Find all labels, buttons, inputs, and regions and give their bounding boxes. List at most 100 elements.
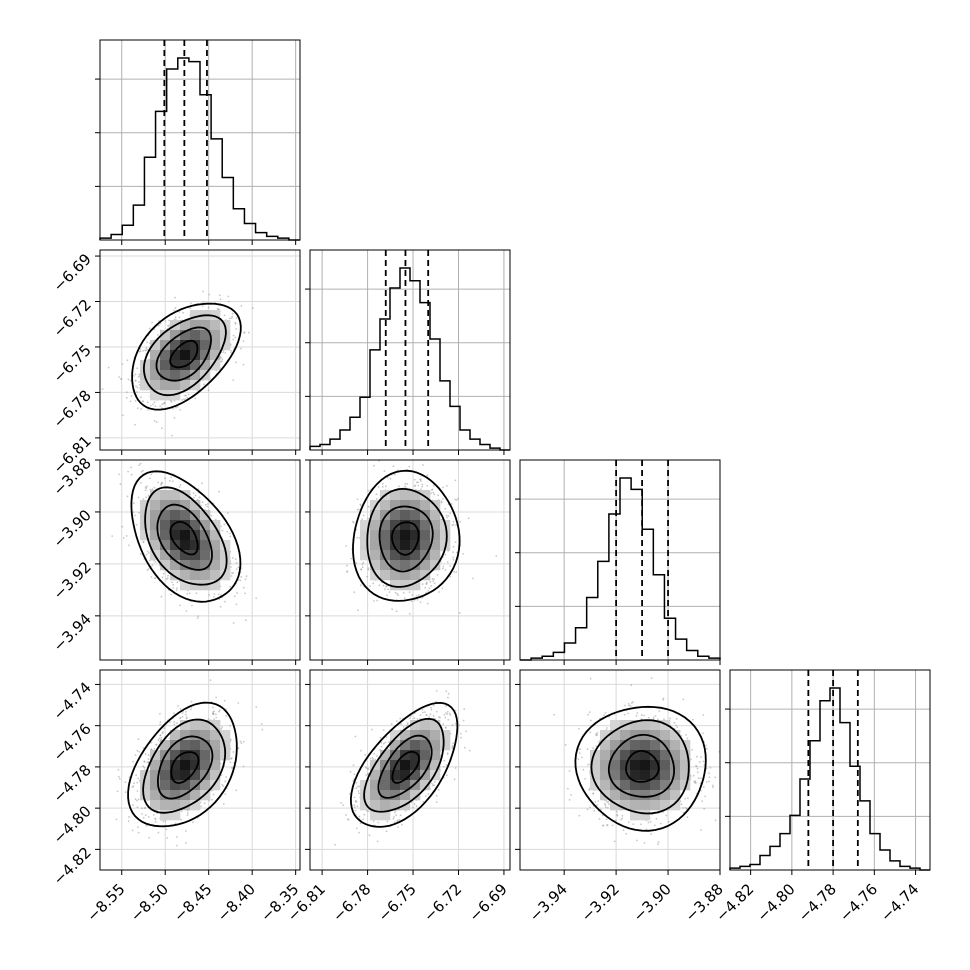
scatter-point xyxy=(240,576,243,578)
scatter-point xyxy=(438,591,440,593)
scatter-point xyxy=(223,699,226,702)
scatter-point xyxy=(230,350,233,352)
histogram-step xyxy=(729,687,930,871)
density-cell xyxy=(400,510,411,521)
scatter-point xyxy=(444,507,447,510)
scatter-point xyxy=(160,483,163,486)
density-cell xyxy=(160,500,171,511)
scatter-point xyxy=(164,477,166,480)
density-cell xyxy=(410,550,421,561)
scatter-point xyxy=(386,476,389,479)
scatter-point xyxy=(136,367,139,370)
scatter-point xyxy=(101,388,104,390)
scatter-point xyxy=(240,347,242,350)
scatter-point xyxy=(140,396,142,399)
scatter-point xyxy=(362,561,365,564)
scatter-point xyxy=(125,535,128,537)
scatter-point xyxy=(367,567,370,570)
scatter-point xyxy=(450,503,453,505)
scatter-point xyxy=(203,383,205,386)
density-cell xyxy=(410,490,421,501)
scatter-point xyxy=(235,328,238,330)
scatter-point xyxy=(107,366,110,369)
scatter-point xyxy=(167,574,169,577)
scatter-point xyxy=(388,591,391,593)
scatter-point xyxy=(375,493,378,496)
scatter-point xyxy=(121,414,124,417)
scatter-point xyxy=(445,514,448,517)
scatter-point xyxy=(218,490,220,493)
scatter-point xyxy=(171,434,173,437)
scatter-point xyxy=(221,529,224,532)
scatter-point xyxy=(425,581,428,584)
scatter-point xyxy=(235,603,238,606)
density-cell xyxy=(370,510,381,521)
scatter-point xyxy=(149,404,152,407)
density-cell xyxy=(420,540,431,551)
scatter-point xyxy=(408,591,411,594)
scatter-point xyxy=(416,481,418,484)
scatter-point xyxy=(161,427,163,430)
scatter-point xyxy=(129,379,132,382)
scatter-point xyxy=(136,407,139,410)
density-cell xyxy=(430,560,441,571)
density-cell xyxy=(370,520,381,531)
density-cell xyxy=(140,500,151,511)
density-cell xyxy=(400,520,411,531)
scatter-point xyxy=(204,503,207,506)
density-cell xyxy=(390,510,401,521)
scatter-point xyxy=(352,520,354,523)
scatter-point xyxy=(446,516,448,519)
density-cell xyxy=(140,530,151,541)
density-cell xyxy=(190,500,201,511)
scatter-point xyxy=(176,581,179,584)
scatter-point xyxy=(153,420,156,422)
density-cell xyxy=(150,510,161,521)
scatter-point xyxy=(144,753,147,756)
density-cell xyxy=(210,330,221,341)
scatter-point xyxy=(383,470,386,473)
scatter-point xyxy=(232,622,235,624)
scatter-point xyxy=(426,474,429,477)
scatter-point xyxy=(454,479,457,482)
scatter-point xyxy=(118,473,120,476)
scatter-point xyxy=(446,561,449,563)
scatter-point xyxy=(224,600,227,603)
scatter-point xyxy=(143,766,146,769)
histogram-panel-0 xyxy=(95,39,301,241)
density-cell xyxy=(150,500,161,511)
scatter-point xyxy=(148,836,151,839)
density-cell xyxy=(410,540,421,551)
scatter-point xyxy=(419,601,422,603)
density-cell xyxy=(180,340,191,351)
density-cell xyxy=(400,570,411,581)
scatter-point xyxy=(157,324,160,327)
scatter-point xyxy=(196,617,199,619)
scatter-point xyxy=(230,351,232,354)
scatter-point xyxy=(140,482,142,484)
density-cell xyxy=(380,550,391,561)
density-cell xyxy=(420,560,431,571)
density-cell xyxy=(220,560,231,571)
scatter-point xyxy=(135,385,137,387)
density-cell xyxy=(180,550,191,561)
scatter-point xyxy=(419,478,422,481)
scatter-point xyxy=(136,806,139,808)
contour-line xyxy=(130,470,242,603)
scatter-point xyxy=(179,708,182,710)
scatter-point xyxy=(222,351,225,353)
scatter-panel-2-1 xyxy=(309,459,511,661)
density-cell xyxy=(400,500,411,511)
scatter-point xyxy=(220,525,222,528)
density-cell xyxy=(400,560,411,571)
density-cell xyxy=(160,560,171,571)
scatter-point xyxy=(142,349,145,352)
density-cell xyxy=(210,530,221,541)
density-cell xyxy=(200,530,211,541)
scatter-point xyxy=(346,564,348,567)
scatter-point xyxy=(213,593,216,595)
scatter-point xyxy=(431,488,434,491)
scatter-point xyxy=(136,391,139,393)
scatter-point xyxy=(121,525,124,528)
scatter-point xyxy=(207,389,210,392)
